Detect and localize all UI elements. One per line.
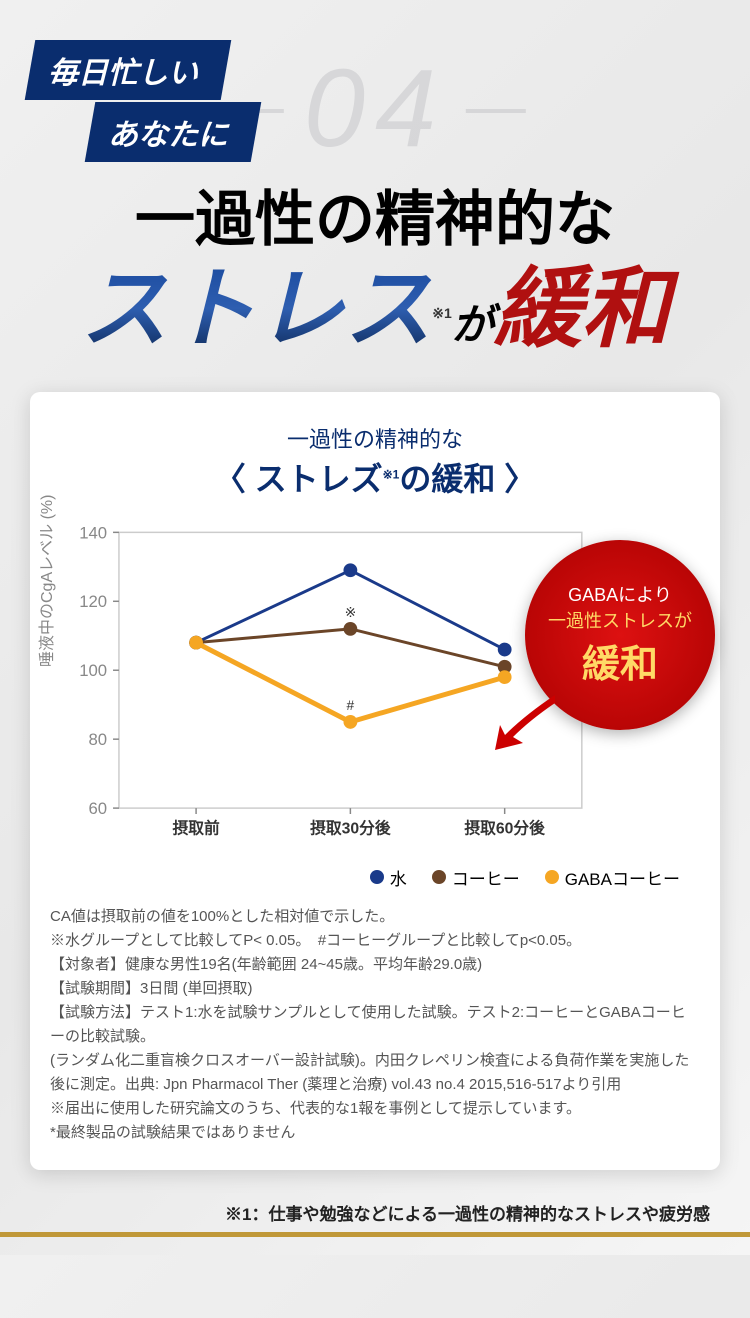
headline-relief: 緩和 [494,259,670,358]
callout-badge: GABAにより 一過性ストレスが 緩和 [525,540,715,730]
svg-text:#: # [347,698,355,713]
legend-item: 水 [370,865,407,890]
footnote-line: 【試験方法】テスト1:水を試験サンプルとして使用した試験。テスト2:コーヒーとG… [50,1001,700,1049]
legend-item: GABAコーヒー [545,865,680,890]
chart-card: 一過性の精神的な 〈 ストレズ※1の緩和 〉 唾液中のCgAレベル (%) 60… [30,392,720,1170]
tag-group: 毎日忙しい あなたに [30,40,720,164]
chart-legend: 水コーヒー GABAコーヒー [50,865,700,890]
footnote-line: *最終製品の試験結果ではありません [50,1121,700,1145]
callout-line1: GABAにより [568,581,672,607]
svg-text:摂取前: 摂取前 [172,818,219,837]
footnote-line: ※水グループとして比較してP< 0.05。 #コーヒーグループと比較してp<0.… [50,929,700,953]
tag-1: 毎日忙しい [25,40,232,100]
svg-text:120: 120 [79,592,107,611]
headline-ga: が [452,301,494,348]
footnote-line: 【試験期間】3日間 (単回摂取) [50,977,700,1001]
headline: 一過性の精神的な ストレス※1が緩和 [30,184,720,362]
svg-text:※: ※ [345,605,357,620]
svg-text:60: 60 [88,799,107,818]
footnote-line: ※届出に使用した研究論文のうち、代表的な1報を事例として提示しています。 [50,1097,700,1121]
headline-ref: ※1 [432,305,452,321]
tag-2: あなたに [85,102,262,162]
svg-text:摂取30分後: 摂取30分後 [310,818,391,837]
legend-item: コーヒー [432,865,520,890]
chart-title: 〈 ストレズ※1の緩和 〉 [50,454,700,500]
svg-text:100: 100 [79,661,107,680]
footnote-line: (ランダム化二重盲検クロスオーバー設計試験)。内田クレペリン検査による負荷作業を… [50,1049,700,1097]
chart-subtitle: 一過性の精神的な [50,422,700,454]
svg-text:摂取60分後: 摂取60分後 [464,818,545,837]
headline-line1: 一過性の精神的な [30,184,720,256]
footnote-line: 【対象者】健康な男性19名(年齢範囲 24~45歳。平均年齢29.0歳) [50,953,700,977]
svg-text:80: 80 [88,730,107,749]
headline-stress: ストレス [80,259,432,358]
chart-ylabel: 唾液中のCgAレベル (%) [33,494,57,666]
callout-line2: 一過性ストレスが [548,607,692,633]
headline-line2: ストレス※1が緩和 [30,256,720,362]
svg-text:140: 140 [79,523,107,542]
chart-wrap: 唾液中のCgAレベル (%) 6080100120140摂取前摂取30分後摂取6… [50,520,700,850]
footnote-line: CA値は摂取前の値を100%とした相対値で示した。 [50,905,700,929]
bottom-note: ※1：仕事や勉強などによる一過性の精神的なストレスや疲労感 [30,1200,720,1225]
footnotes: CA値は摂取前の値を100%とした相対値で示した。※水グループとして比較してP<… [50,905,700,1145]
callout-line3: 緩和 [582,633,658,688]
